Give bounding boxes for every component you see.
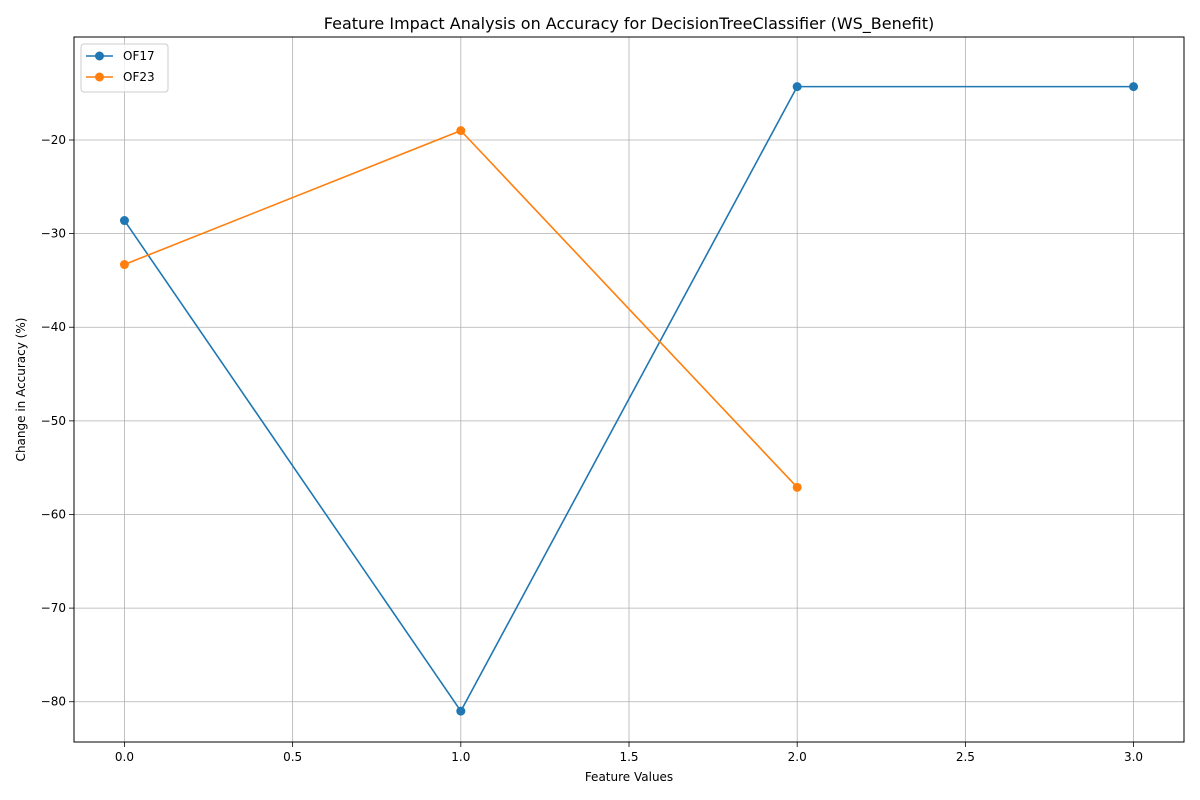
x-axis-label: Feature Values bbox=[585, 770, 673, 784]
data-point-of17 bbox=[119, 216, 129, 226]
data-point-of23 bbox=[119, 260, 129, 270]
x-tick-label: 0.5 bbox=[283, 750, 302, 764]
grid-lines bbox=[74, 37, 1184, 742]
y-tick-label: −40 bbox=[41, 320, 66, 334]
chart-title: Feature Impact Analysis on Accuracy for … bbox=[324, 14, 934, 34]
data-point-of17 bbox=[1129, 82, 1139, 92]
y-tick-label: −50 bbox=[41, 414, 66, 428]
y-tick-label: −80 bbox=[41, 695, 66, 709]
x-tick-label: 3.0 bbox=[1124, 750, 1143, 764]
data-point-of17 bbox=[456, 706, 466, 716]
series-line-of17 bbox=[123, 85, 1134, 712]
x-tick-label: 1.5 bbox=[619, 750, 638, 764]
legend-label-of17: OF17 bbox=[123, 49, 155, 63]
y-tick-label: −30 bbox=[41, 227, 66, 241]
legend-label-of23: OF23 bbox=[123, 70, 155, 84]
x-axis-ticks: 0.0 0.5 1.0 1.5 2.0 2.5 3.0 bbox=[115, 742, 1143, 764]
y-axis-ticks: −80 −70 −60 −50 −40 −30 −20 bbox=[41, 133, 74, 709]
y-tick-label: −60 bbox=[41, 507, 66, 521]
y-tick-label: −20 bbox=[41, 133, 66, 147]
x-tick-label: 2.5 bbox=[956, 750, 975, 764]
data-point-of23 bbox=[456, 126, 466, 136]
x-tick-label: 0.0 bbox=[115, 750, 134, 764]
legend: OF17 OF23 bbox=[80, 43, 169, 93]
legend-marker-of17 bbox=[95, 51, 104, 61]
legend-marker-of23 bbox=[95, 72, 104, 82]
x-tick-label: 1.0 bbox=[451, 750, 470, 764]
y-tick-label: −70 bbox=[41, 601, 66, 615]
data-point-of17 bbox=[792, 82, 802, 92]
series-layer bbox=[119, 82, 1139, 716]
data-point-of23 bbox=[792, 482, 802, 492]
y-axis-label: Change in Accuracy (%) bbox=[14, 318, 28, 462]
x-tick-label: 2.0 bbox=[788, 750, 807, 764]
